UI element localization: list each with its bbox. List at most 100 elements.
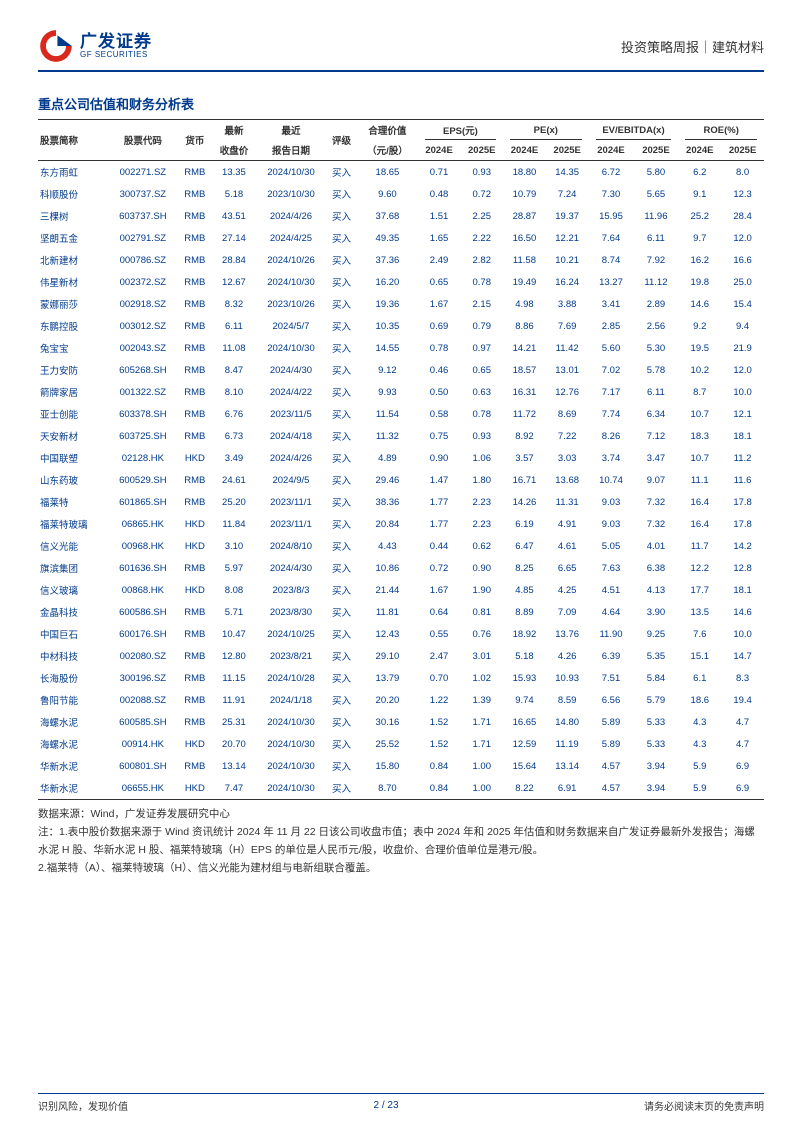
table-cell: 11.32 [357,425,418,447]
col-code: 股票代码 [108,120,178,161]
section-title: 重点公司估值和财务分析表 [38,94,764,113]
table-cell: 2.82 [460,249,503,271]
table-cell: 4.85 [503,579,546,601]
table-cell: 天安新材 [38,425,108,447]
table-cell: 21.9 [721,337,764,359]
table-cell: 亚士创能 [38,403,108,425]
table-cell: 0.90 [460,557,503,579]
table-cell: 长海股份 [38,667,108,689]
table-cell: 1.00 [460,755,503,777]
table-cell: 10.7 [678,403,721,425]
logo: 广发证券 GF SECURITIES [38,28,152,64]
table-cell: 002088.SZ [108,689,178,711]
col-fair-group: 合理价值 [357,120,418,141]
table-cell: 12.2 [678,557,721,579]
table-cell: RMB [178,645,212,667]
table-cell: 7.30 [589,183,634,205]
table-cell: 信义玻璃 [38,579,108,601]
table-cell: 3.74 [589,447,634,469]
table-cell: 4.26 [546,645,589,667]
table-cell: 0.72 [418,557,461,579]
table-cell: RMB [178,183,212,205]
col-pe-25: 2025E [546,140,589,161]
table-cell: 7.63 [589,557,634,579]
table-cell: 鲁阳节能 [38,689,108,711]
table-row: 科顺股份300737.SZRMB5.182023/10/30买入9.600.48… [38,183,764,205]
table-cell: 8.0 [721,161,764,184]
table-cell: 25.31 [212,711,256,733]
table-row: 福莱特601865.SHRMB25.202023/11/1买入38.361.77… [38,491,764,513]
table-cell: 14.6 [678,293,721,315]
table-cell: 3.41 [589,293,634,315]
notes-source: 数据来源：Wind，广发证券发展研究中心 [38,806,764,824]
table-cell: 买入 [326,469,357,491]
table-cell: RMB [178,161,212,184]
col-price-group: 最新 [212,120,256,141]
table-cell: 9.60 [357,183,418,205]
table-cell: 5.78 [633,359,678,381]
table-cell: 17.8 [721,491,764,513]
table-cell: 15.4 [721,293,764,315]
table-cell: 买入 [326,513,357,535]
table-cell: 8.26 [589,425,634,447]
table-cell: 6.56 [589,689,634,711]
table-cell: 5.33 [633,733,678,755]
table-cell: 601865.SH [108,491,178,513]
table-cell: 3.49 [212,447,256,469]
table-cell: 18.1 [721,579,764,601]
table-cell: 14.26 [503,491,546,513]
table-cell: 6.11 [633,227,678,249]
table-cell: 5.84 [633,667,678,689]
table-cell: 13.27 [589,271,634,293]
table-cell: 20.84 [357,513,418,535]
table-cell: 00868.HK [108,579,178,601]
footer-page-number: 2 / 23 [373,1100,398,1111]
table-cell: 科顺股份 [38,183,108,205]
table-cell: HKD [178,733,212,755]
table-cell: 29.46 [357,469,418,491]
table-cell: 买入 [326,425,357,447]
table-cell: 2023/11/1 [256,491,326,513]
table-cell: 买入 [326,337,357,359]
table-cell: 买入 [326,557,357,579]
table-cell: 箭牌家居 [38,381,108,403]
table-cell: 10.35 [357,315,418,337]
table-cell: 4.7 [721,733,764,755]
table-cell: HKD [178,579,212,601]
table-cell: 11.84 [212,513,256,535]
table-cell: 4.51 [589,579,634,601]
table-cell: 买入 [326,601,357,623]
table-cell: 2023/8/3 [256,579,326,601]
table-cell: 1.39 [460,689,503,711]
table-cell: 11.1 [678,469,721,491]
table-cell: 2.15 [460,293,503,315]
table-cell: HKD [178,513,212,535]
table-cell: 14.6 [721,601,764,623]
table-cell: 2024/4/18 [256,425,326,447]
table-cell: RMB [178,667,212,689]
table-cell: 2024/4/26 [256,447,326,469]
table-cell: 12.0 [721,359,764,381]
table-cell: 2024/10/30 [256,777,326,800]
table-cell: 600529.SH [108,469,178,491]
table-cell: 600586.SH [108,601,178,623]
table-cell: 1.71 [460,711,503,733]
table-cell: 买入 [326,227,357,249]
table-header: 股票简称 股票代码 货币 最新 最近 评级 合理价值 EPS(元) PE(x) … [38,120,764,161]
table-cell: 9.7 [678,227,721,249]
table-cell: 15.64 [503,755,546,777]
table-cell: 5.89 [589,733,634,755]
table-cell: 0.65 [418,271,461,293]
table-cell: 8.10 [212,381,256,403]
table-cell: 27.14 [212,227,256,249]
table-cell: 0.78 [460,403,503,425]
table-cell: 12.21 [546,227,589,249]
table-cell: 2023/8/21 [256,645,326,667]
table-row: 山东药玻600529.SHRMB24.612024/9/5买入29.461.47… [38,469,764,491]
table-cell: 0.81 [460,601,503,623]
table-cell: 25.52 [357,733,418,755]
table-cell: 10.0 [721,381,764,403]
table-cell: 25.20 [212,491,256,513]
table-cell: 001322.SZ [108,381,178,403]
table-cell: 买入 [326,667,357,689]
